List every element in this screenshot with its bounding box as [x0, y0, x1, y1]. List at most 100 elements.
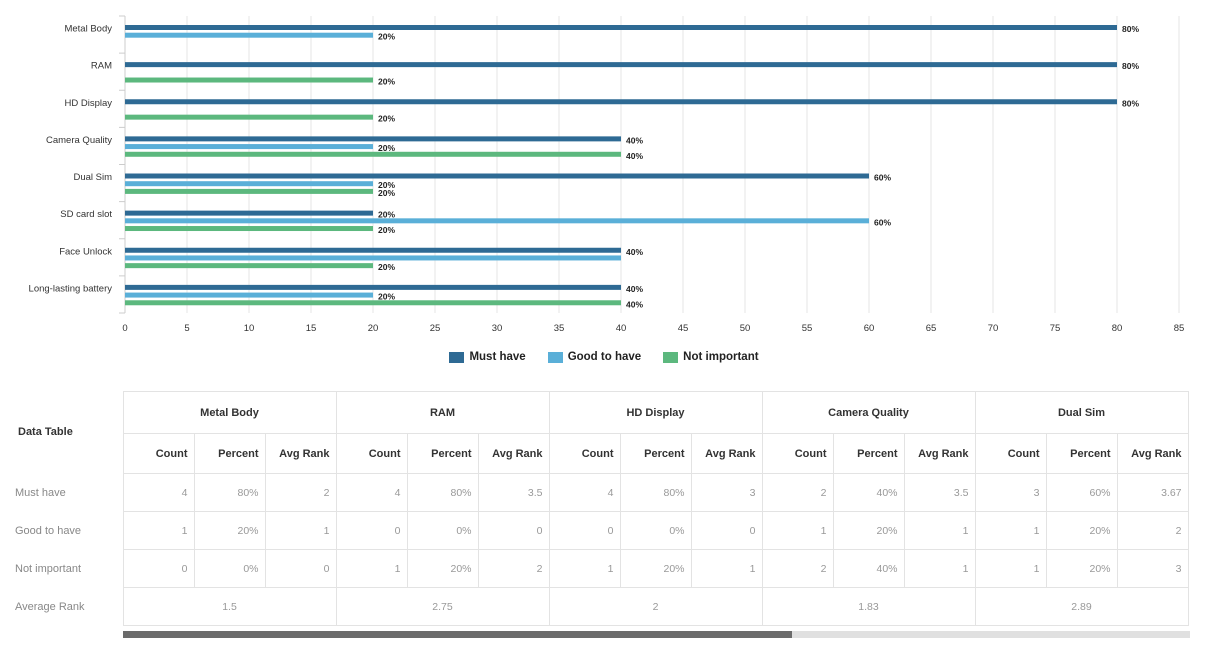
bar-good-to-have: [125, 181, 373, 187]
category-label: RAM: [91, 61, 112, 72]
table-cell: 80%: [619, 473, 692, 512]
column-header: Count: [548, 433, 621, 474]
table-cell: 2: [264, 473, 337, 512]
x-tick-label: 50: [740, 323, 751, 334]
category-label: SD card slot: [60, 209, 112, 220]
x-tick-label: 80: [1112, 323, 1123, 334]
chart-legend: Must have Good to have Not important: [0, 349, 1208, 365]
row-label: Must have: [0, 473, 124, 512]
column-header: Percent: [1045, 433, 1118, 474]
legend-item-good-to-have[interactable]: Good to have: [547, 349, 641, 365]
table-cell: 80%: [193, 473, 266, 512]
bar-must-have: [125, 210, 373, 216]
table-cell: 80%: [406, 473, 479, 512]
table-cell: 1: [974, 549, 1047, 588]
x-tick-label: 35: [554, 323, 565, 334]
data-label: 40%: [626, 299, 643, 309]
table-cell: 4: [548, 473, 621, 512]
bar-good-to-have: [125, 32, 373, 38]
table-cell: 3.67: [1116, 473, 1189, 512]
table-group-header-row: Data Table Metal Body RAM HD Display Camera …: [0, 391, 1189, 474]
average-rank-cell: 2: [548, 587, 763, 626]
legend-swatch: [449, 351, 465, 363]
bar-must-have: [125, 136, 621, 142]
data-label: 20%: [378, 262, 395, 272]
table-cell: 20%: [1045, 511, 1118, 550]
table-cell: 0%: [619, 511, 692, 550]
table-cell: 3.5: [903, 473, 976, 512]
column-group-header: HD Display: [548, 391, 763, 434]
data-label: 20%: [378, 180, 395, 190]
table-cell: 60%: [1045, 473, 1118, 512]
table-cell: 1: [264, 511, 337, 550]
table-cell: 20%: [193, 511, 266, 550]
table-cell: 1: [903, 511, 976, 550]
data-label: 80%: [1122, 24, 1139, 34]
data-label: 60%: [874, 217, 891, 227]
table-cell: 20%: [406, 549, 479, 588]
x-tick-label: 40: [616, 323, 627, 334]
data-table-container: Data Table Metal Body RAM HD Display Camera …: [0, 391, 1189, 626]
table-cell: 1: [548, 549, 621, 588]
x-tick-label: 55: [802, 323, 813, 334]
bar-not-important: [125, 114, 373, 120]
x-tick-label: 25: [430, 323, 441, 334]
table-sub-header-row: Count Percent Avg Rank Count Percent Avg Rank…: [0, 433, 1189, 474]
bar-not-important: [125, 77, 373, 83]
data-label: 40%: [626, 135, 643, 145]
table-cell: 2: [477, 549, 550, 588]
bar-not-important: [125, 151, 621, 157]
table-row: Good to have 1 20% 1 0 0% 0 0 0% 0 1 20% 1 1 20% 2: [0, 511, 1189, 550]
table-cell: 3: [690, 473, 763, 512]
table-row: Must have 4 80% 2 4 80% 3.5 4 80% 3 2 40% 3.5 3 60% 3.6…: [0, 473, 1189, 512]
x-tick-label: 65: [926, 323, 937, 334]
average-rank-cell: 1.83: [761, 587, 976, 626]
category-label: HD Display: [64, 98, 112, 109]
data-label: 20%: [378, 114, 395, 124]
table-cell: 1: [903, 549, 976, 588]
bar-must-have: [125, 173, 869, 179]
category-label: Metal Body: [64, 24, 112, 35]
column-header: Percent: [193, 433, 266, 474]
legend-item-must-have[interactable]: Must have: [449, 349, 526, 365]
table-cell: 0: [690, 511, 763, 550]
column-header: Percent: [832, 433, 905, 474]
table-row: Not important 0 0% 0 1 20% 2 1 20% 1 2 40% 1 1 20% 3: [0, 549, 1189, 588]
category-label: Camera Quality: [46, 135, 112, 146]
bar-not-important: [125, 300, 621, 306]
row-label: Average Rank: [0, 587, 124, 626]
bar-must-have: [125, 25, 1117, 30]
legend-label: Not important: [683, 351, 759, 363]
column-group-header: Camera Quality: [761, 391, 976, 434]
bar-must-have: [125, 99, 1117, 105]
x-tick-label: 15: [306, 323, 317, 334]
bar-must-have: [125, 62, 1117, 68]
horizontal-scrollbar[interactable]: [123, 631, 1190, 638]
data-label: 60%: [874, 173, 891, 183]
column-header: Count: [335, 433, 408, 474]
table-cell: 20%: [619, 549, 692, 588]
table-cell: 4: [122, 473, 195, 512]
table-cell: 0: [477, 511, 550, 550]
scrollbar-thumb[interactable]: [123, 631, 792, 638]
category-label: Face Unlock: [59, 246, 112, 257]
data-label: 20%: [378, 143, 395, 153]
column-header: Avg Rank: [477, 433, 550, 474]
x-tick-label: 60: [864, 323, 875, 334]
row-label: Good to have: [0, 511, 124, 550]
data-table: Data Table Metal Body RAM HD Display Camera …: [0, 391, 1189, 626]
column-header: Avg Rank: [903, 433, 976, 474]
x-tick-label: 30: [492, 323, 503, 334]
bar-not-important: [125, 263, 373, 269]
table-cell: 40%: [832, 549, 905, 588]
x-tick-label: 5: [184, 323, 189, 334]
bar-must-have: [125, 247, 621, 253]
bar-must-have: [125, 284, 621, 290]
legend-item-not-important[interactable]: Not important: [663, 349, 759, 365]
data-label: 20%: [378, 188, 395, 198]
table-cell: 20%: [832, 511, 905, 550]
data-label: 20%: [378, 225, 395, 235]
column-header: Avg Rank: [1116, 433, 1189, 474]
table-cell: 4: [335, 473, 408, 512]
column-header: Count: [122, 433, 195, 474]
